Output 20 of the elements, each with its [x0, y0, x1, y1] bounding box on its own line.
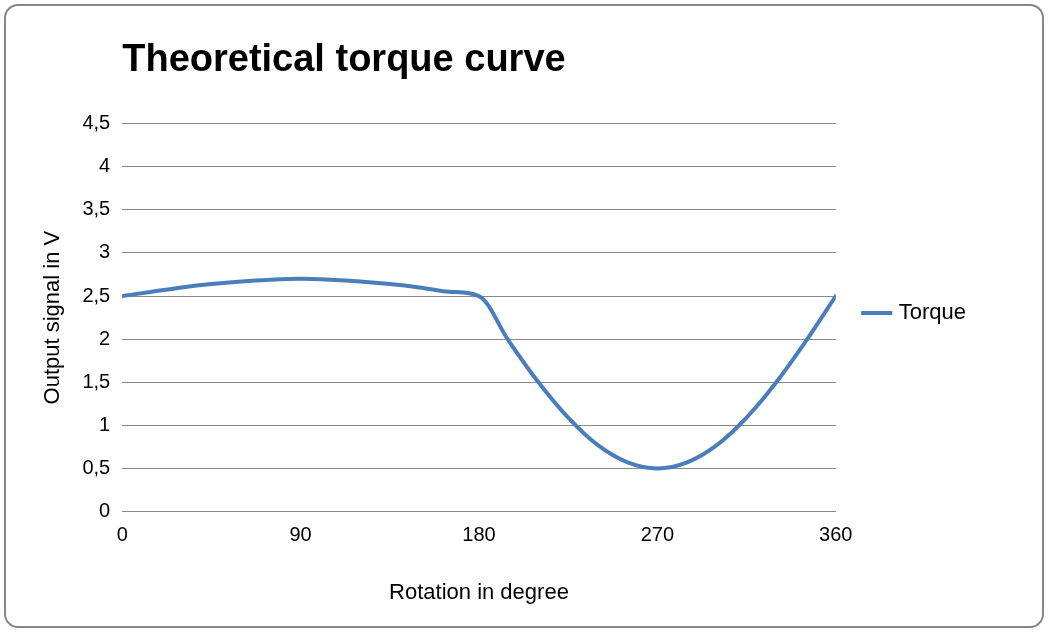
x-tick-label: 90: [289, 523, 312, 546]
y-tick-label: 1: [99, 412, 111, 435]
x-axis-title: Rotation in degree: [389, 578, 569, 604]
y-tick-label: 3,5: [82, 197, 111, 220]
y-tick-label: 1,5: [82, 369, 111, 392]
y-axis-title: Output signal in V: [39, 230, 65, 405]
x-tick-label: 270: [640, 523, 675, 546]
y-tick-label: 2,5: [82, 283, 111, 306]
x-tick-label: 0: [116, 523, 128, 546]
x-tick-label: 360: [819, 523, 853, 546]
y-tick-label: 0: [99, 499, 111, 522]
y-tick-label: 0,5: [82, 456, 111, 478]
legend-label: Torque: [898, 299, 967, 325]
y-tick-label: 3: [99, 240, 111, 263]
x-tick-label: 180: [462, 523, 496, 546]
chart-title: Theoretical torque curve: [122, 37, 566, 80]
y-tick-label: 4: [99, 154, 111, 177]
y-tick-label: 2: [99, 326, 111, 349]
line-series: [122, 276, 836, 471]
y-tick-label: 4,5: [82, 111, 111, 134]
